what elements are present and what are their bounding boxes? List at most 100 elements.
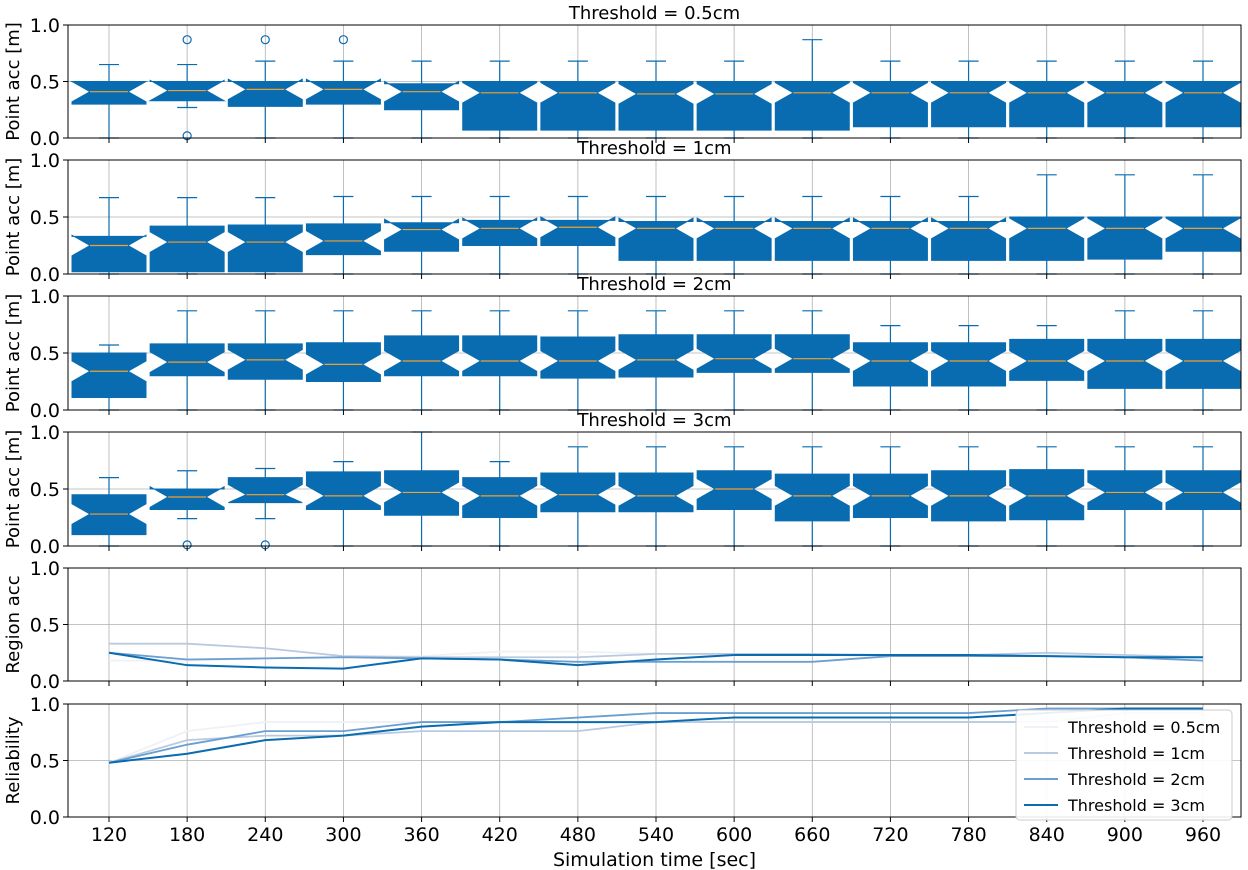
box-body <box>384 218 460 252</box>
box-body <box>71 352 147 398</box>
series-line-2 <box>109 642 1204 659</box>
box-body <box>774 81 850 131</box>
panel-4: 0.0 0.5 1.0 Threshold = 3cm Point acc [m] <box>3 410 1242 558</box>
box-body <box>696 334 772 373</box>
box-body <box>931 81 1007 128</box>
box-body <box>149 485 225 511</box>
panel-2: 0.0 0.5 1.0 Threshold = 1cm Point acc [m] <box>3 138 1242 286</box>
box-body <box>149 225 225 273</box>
x-tick-label: 480 <box>560 824 596 846</box>
box-780 <box>931 325 1007 411</box>
box-300 <box>305 35 381 139</box>
box-240 <box>227 35 303 139</box>
box-660 <box>774 195 850 275</box>
box-body <box>540 81 616 131</box>
y-axis-label: Point acc [m] <box>3 294 24 413</box>
y-axis-label: Point acc [m] <box>3 158 24 277</box>
x-tick-label: 780 <box>950 824 986 846</box>
legend-label-3: Threshold = 2cm <box>1067 770 1205 789</box>
box-body <box>462 217 538 246</box>
box-body <box>540 472 616 513</box>
box-900 <box>1087 446 1163 547</box>
box-body <box>931 342 1007 387</box>
panel-title: Threshold = 3cm <box>576 410 731 431</box>
box-540 <box>618 310 694 411</box>
box-body <box>696 470 772 511</box>
box-420 <box>462 461 538 547</box>
box-120 <box>71 344 147 411</box>
box-240 <box>227 197 303 275</box>
box-720 <box>852 446 928 547</box>
box-720 <box>852 60 928 139</box>
x-tick-label: 840 <box>1029 824 1065 846</box>
box-body <box>1009 216 1085 261</box>
box-540 <box>618 195 694 275</box>
box-900 <box>1087 174 1163 275</box>
box-body <box>227 224 303 273</box>
panel-1: 0.0 0.5 1.0 Threshold = 0.5cm Point acc [m] <box>3 3 1242 150</box>
box-body <box>384 335 460 377</box>
panel-title: Threshold = 2cm <box>576 274 731 295</box>
legend-frame <box>1015 709 1233 821</box>
box-840 <box>1009 446 1085 547</box>
box-600 <box>696 310 772 411</box>
box-body <box>384 80 460 111</box>
box-180 <box>148 35 227 141</box>
x-tick-label: 300 <box>325 824 361 846</box>
outlier-point <box>182 35 192 45</box>
box-body <box>1165 470 1241 511</box>
y-tick-label: 0.5 <box>30 72 60 94</box>
box-body <box>1087 81 1163 128</box>
y-axis-label: Reliability <box>3 716 24 804</box>
box-body <box>696 217 772 261</box>
box-660 <box>774 39 850 139</box>
box-480 <box>540 310 616 411</box>
box-body <box>1165 338 1241 389</box>
box-420 <box>462 60 538 139</box>
box-540 <box>618 60 694 139</box>
box-body <box>931 217 1007 261</box>
box-360 <box>384 310 460 411</box>
box-120 <box>70 63 148 139</box>
y-tick-label: 0.0 <box>30 536 60 558</box>
x-tick-label: 420 <box>482 824 518 846</box>
legend-label-4: Threshold = 3cm <box>1067 796 1205 815</box>
box-body <box>1087 338 1163 389</box>
box-body <box>462 335 538 377</box>
box-body <box>227 343 303 380</box>
box-body <box>774 473 850 522</box>
box-body <box>1165 216 1241 252</box>
box-360 <box>384 60 460 139</box>
box-180 <box>149 310 225 411</box>
box-body <box>774 334 850 373</box>
y-tick-label: 0.0 <box>30 807 60 829</box>
box-body <box>1009 338 1085 381</box>
y-tick-label: 0.0 <box>30 128 60 150</box>
box-240 <box>227 467 303 550</box>
y-tick-label: 0.5 <box>30 207 60 229</box>
box-840 <box>1009 60 1085 139</box>
box-body <box>852 342 928 387</box>
box-body <box>305 342 381 382</box>
outlier-point <box>338 35 349 45</box>
outlier-point <box>260 35 270 45</box>
box-660 <box>774 310 850 411</box>
box-480 <box>540 446 616 547</box>
box-body <box>852 81 928 128</box>
box-body <box>149 343 225 377</box>
panel-title: Threshold = 0.5cm <box>568 3 740 24</box>
box-780 <box>931 60 1007 139</box>
x-axis-label: Simulation time [sec] <box>553 849 756 870</box>
box-300 <box>305 195 381 275</box>
box-840 <box>1009 174 1085 275</box>
box-body <box>618 81 694 131</box>
box-660 <box>774 446 850 547</box>
panel-title: Threshold = 1cm <box>576 138 731 159</box>
x-tick-label: 180 <box>169 824 205 846</box>
y-tick-label: 1.0 <box>30 558 60 580</box>
legend: Threshold = 0.5cm Threshold = 1cm Threshol… <box>1015 709 1233 821</box>
box-body <box>462 81 538 131</box>
box-600 <box>696 60 772 139</box>
box-960 <box>1165 174 1241 275</box>
x-tick-label: 960 <box>1185 824 1221 846</box>
